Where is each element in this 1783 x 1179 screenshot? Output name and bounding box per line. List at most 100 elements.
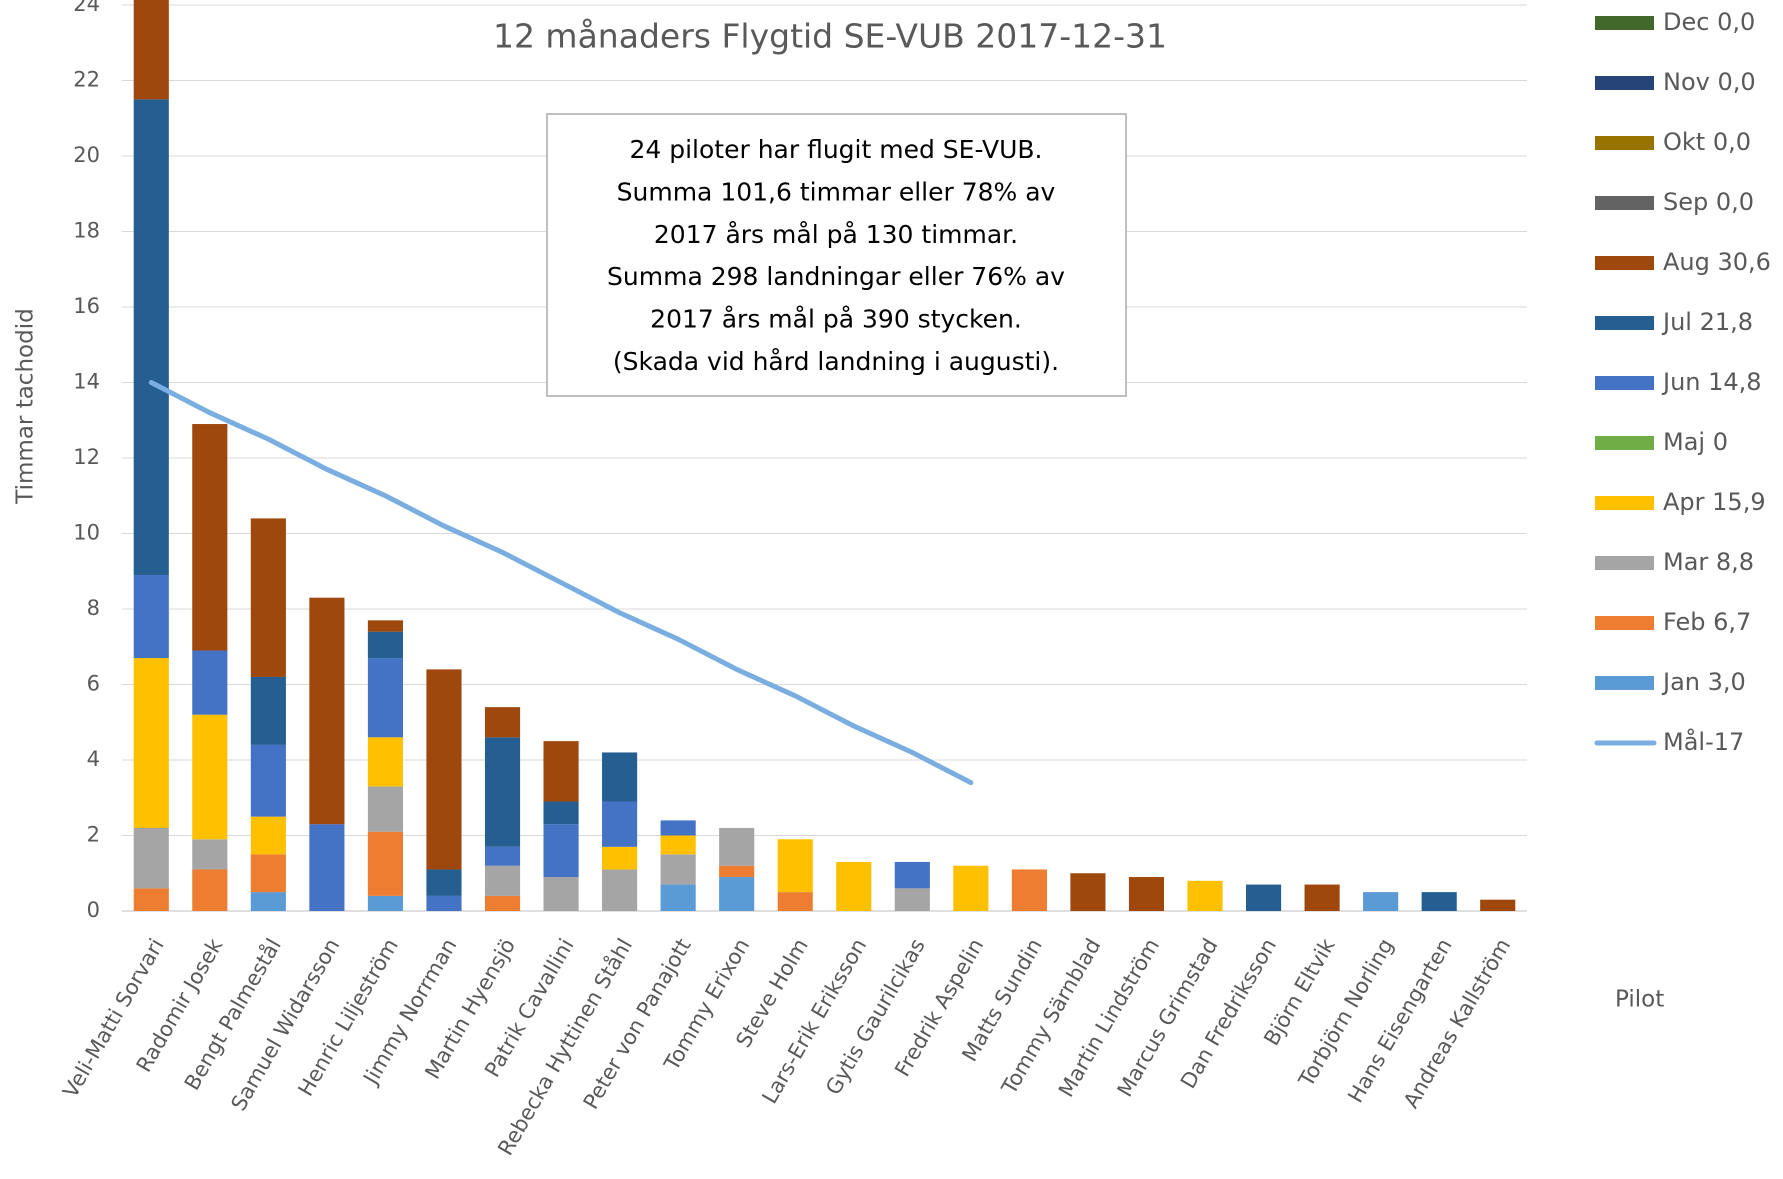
bar <box>133 575 169 659</box>
legend-label: Dec 0,0 <box>1663 8 1755 36</box>
bar <box>1304 884 1340 911</box>
annotation-box <box>546 113 1127 397</box>
bar <box>309 597 345 825</box>
x-tick-label: Veli-Matti Sorvari <box>58 935 169 1102</box>
legend-swatch <box>1595 556 1654 570</box>
bar <box>894 861 930 889</box>
bar <box>133 99 169 576</box>
bar <box>367 620 403 632</box>
bar <box>484 707 521 738</box>
bar <box>367 658 403 738</box>
legend-label: Feb 6,7 <box>1663 608 1751 636</box>
legend-swatch <box>1595 76 1654 90</box>
bar <box>133 888 169 911</box>
y-tick-label: 0 <box>87 898 100 922</box>
legend-swatch <box>1595 256 1654 270</box>
legend-swatch <box>1595 376 1654 390</box>
bar <box>367 631 403 659</box>
annotation-text: 24 piloter har flugit med SE-VUB. <box>629 135 1042 164</box>
legend-label: Jul 21,8 <box>1661 308 1753 336</box>
bar <box>1070 873 1106 911</box>
bar <box>484 846 521 866</box>
bar <box>602 801 638 847</box>
bar <box>719 865 755 878</box>
bar <box>426 869 462 896</box>
bar <box>836 861 872 911</box>
y-tick-label: 14 <box>73 370 100 394</box>
bar <box>719 877 755 911</box>
y-tick-label: 18 <box>73 219 100 243</box>
legend-label: Sep 0,0 <box>1663 188 1754 216</box>
legend-label: Apr 15,9 <box>1663 488 1766 516</box>
y-tick-label: 20 <box>73 143 100 167</box>
bar <box>133 0 169 100</box>
x-tick-label: Lars-Erik Eriksson <box>757 935 871 1108</box>
bar <box>602 869 638 911</box>
bar <box>367 831 403 896</box>
bar <box>484 895 521 911</box>
y-tick-label: 10 <box>73 521 100 545</box>
y-tick-label: 16 <box>73 294 100 318</box>
bar <box>192 650 228 715</box>
bar <box>1128 877 1165 911</box>
bar <box>192 424 228 651</box>
bar <box>1011 869 1047 911</box>
bar <box>484 865 521 896</box>
legend-label: Aug 30,6 <box>1663 248 1771 276</box>
x-axis-label: Pilot <box>1615 987 1664 1013</box>
bar <box>250 816 286 855</box>
bar <box>543 801 579 825</box>
legend-label: Okt 0,0 <box>1663 128 1751 156</box>
bar <box>192 869 228 911</box>
bar <box>660 835 696 855</box>
bar <box>250 744 286 817</box>
bar <box>953 865 989 911</box>
legend-label: Nov 0,0 <box>1663 68 1756 96</box>
legend-label: Maj 0 <box>1663 428 1728 456</box>
x-tick-label: Peter von Panajott <box>579 935 696 1114</box>
bar <box>602 846 638 870</box>
bar <box>250 518 286 677</box>
annotation-text: 2017 års mål på 390 stycken. <box>650 305 1022 334</box>
legend-swatch <box>1595 196 1654 210</box>
bar <box>309 824 345 911</box>
bar <box>543 824 579 878</box>
bar <box>367 737 403 787</box>
y-tick-label: 24 <box>73 0 100 16</box>
bar <box>777 839 813 893</box>
bar <box>543 877 579 911</box>
legend-swatch <box>1595 436 1654 450</box>
chart-title: 12 månaders Flygtid SE-VUB 2017-12-31 <box>493 17 1167 56</box>
annotation-text: (Skada vid hård landning i augusti). <box>613 347 1059 376</box>
legend-label: Jan 3,0 <box>1661 668 1746 696</box>
bar <box>250 676 286 745</box>
y-tick-label: 4 <box>87 747 100 771</box>
bar <box>1246 884 1282 911</box>
legend-label: Jun 14,8 <box>1661 368 1762 396</box>
bar <box>367 786 403 832</box>
bar <box>484 737 521 847</box>
annotation-text: Summa 298 landningar eller 76% av <box>607 262 1065 291</box>
legend-swatch <box>1595 676 1654 690</box>
legend-label: Mål-17 <box>1663 727 1744 756</box>
legend-swatch <box>1595 316 1654 330</box>
y-tick-label: 8 <box>87 596 100 620</box>
bar <box>192 714 228 840</box>
bar <box>777 892 813 911</box>
bar <box>133 827 169 889</box>
bar <box>660 884 696 911</box>
legend-swatch <box>1595 496 1654 510</box>
bar <box>1480 899 1516 911</box>
bar <box>1187 880 1223 911</box>
bar <box>660 820 696 836</box>
x-tick-label: Hans Eisengarten <box>1343 935 1456 1107</box>
bar <box>719 827 755 866</box>
legend-swatch <box>1595 16 1654 30</box>
bar <box>1421 892 1457 911</box>
bar <box>894 888 930 911</box>
y-tick-label: 6 <box>87 672 100 696</box>
bar <box>1363 892 1399 911</box>
bar <box>426 669 462 870</box>
bar <box>192 839 228 870</box>
